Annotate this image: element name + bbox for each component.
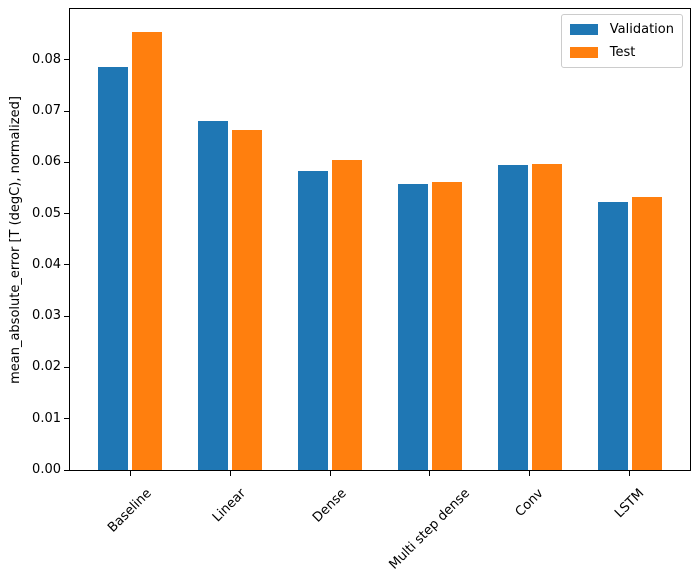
- y-tick-label: 0.05: [32, 205, 61, 221]
- y-axis-label: mean_absolute_error [T (degC), normalize…: [8, 96, 23, 384]
- bar-test-lstm: [631, 197, 662, 470]
- x-tick-mark: [329, 471, 331, 476]
- y-tick-mark: [64, 366, 69, 368]
- y-tick-mark: [64, 213, 69, 215]
- y-tick-mark: [64, 161, 69, 163]
- y-tick-mark: [64, 110, 69, 112]
- x-tick-label: Linear: [210, 486, 250, 526]
- bar-validation-lstm: [597, 202, 628, 470]
- legend-label-test: Test: [609, 45, 636, 60]
- x-tick-label: Baseline: [104, 486, 155, 536]
- bar-validation-conv: [497, 165, 528, 470]
- x-tick-label: LSTM: [612, 486, 648, 522]
- y-tick-mark: [64, 418, 69, 420]
- bar-validation-linear: [198, 121, 229, 470]
- y-tick-label: 0.00: [32, 462, 61, 477]
- y-tick-label: 0.04: [32, 256, 61, 272]
- x-tick-label: Multi step dense: [386, 486, 473, 573]
- bar-test-linear: [232, 129, 263, 470]
- bar-validation-dense: [298, 171, 329, 470]
- y-tick-label: 0.01: [32, 410, 61, 426]
- y-tick-mark: [64, 264, 69, 266]
- bar-test-baseline: [132, 31, 163, 470]
- bar-validation-baseline: [98, 67, 129, 470]
- legend-item-test: Test: [569, 44, 674, 61]
- y-tick-mark: [64, 469, 69, 471]
- x-tick-label: Conv: [512, 486, 547, 520]
- bar-validation-multi-step-dense: [397, 184, 428, 470]
- legend-swatch-test: [569, 47, 598, 58]
- x-tick-label: Dense: [309, 486, 350, 526]
- bar-test-multi-step-dense: [431, 182, 462, 470]
- x-tick-mark: [229, 471, 231, 476]
- x-tick-mark: [629, 471, 631, 476]
- legend-swatch-validation: [569, 24, 598, 35]
- y-tick-mark: [64, 315, 69, 317]
- x-tick-mark: [429, 471, 431, 476]
- x-tick-mark: [129, 471, 131, 476]
- bar-test-dense: [332, 160, 362, 470]
- y-tick-label: 0.07: [32, 103, 61, 119]
- y-tick-label: 0.06: [32, 154, 61, 170]
- y-tick-label: 0.08: [32, 51, 61, 67]
- x-tick-mark: [529, 471, 531, 476]
- y-tick-label: 0.03: [32, 308, 61, 324]
- y-tick-mark: [64, 59, 69, 61]
- legend-item-validation: Validation: [569, 21, 674, 38]
- bar-test-conv: [531, 164, 562, 470]
- y-tick-label: 0.02: [32, 359, 61, 375]
- legend: Validation Test: [560, 14, 683, 68]
- legend-label-validation: Validation: [609, 22, 674, 37]
